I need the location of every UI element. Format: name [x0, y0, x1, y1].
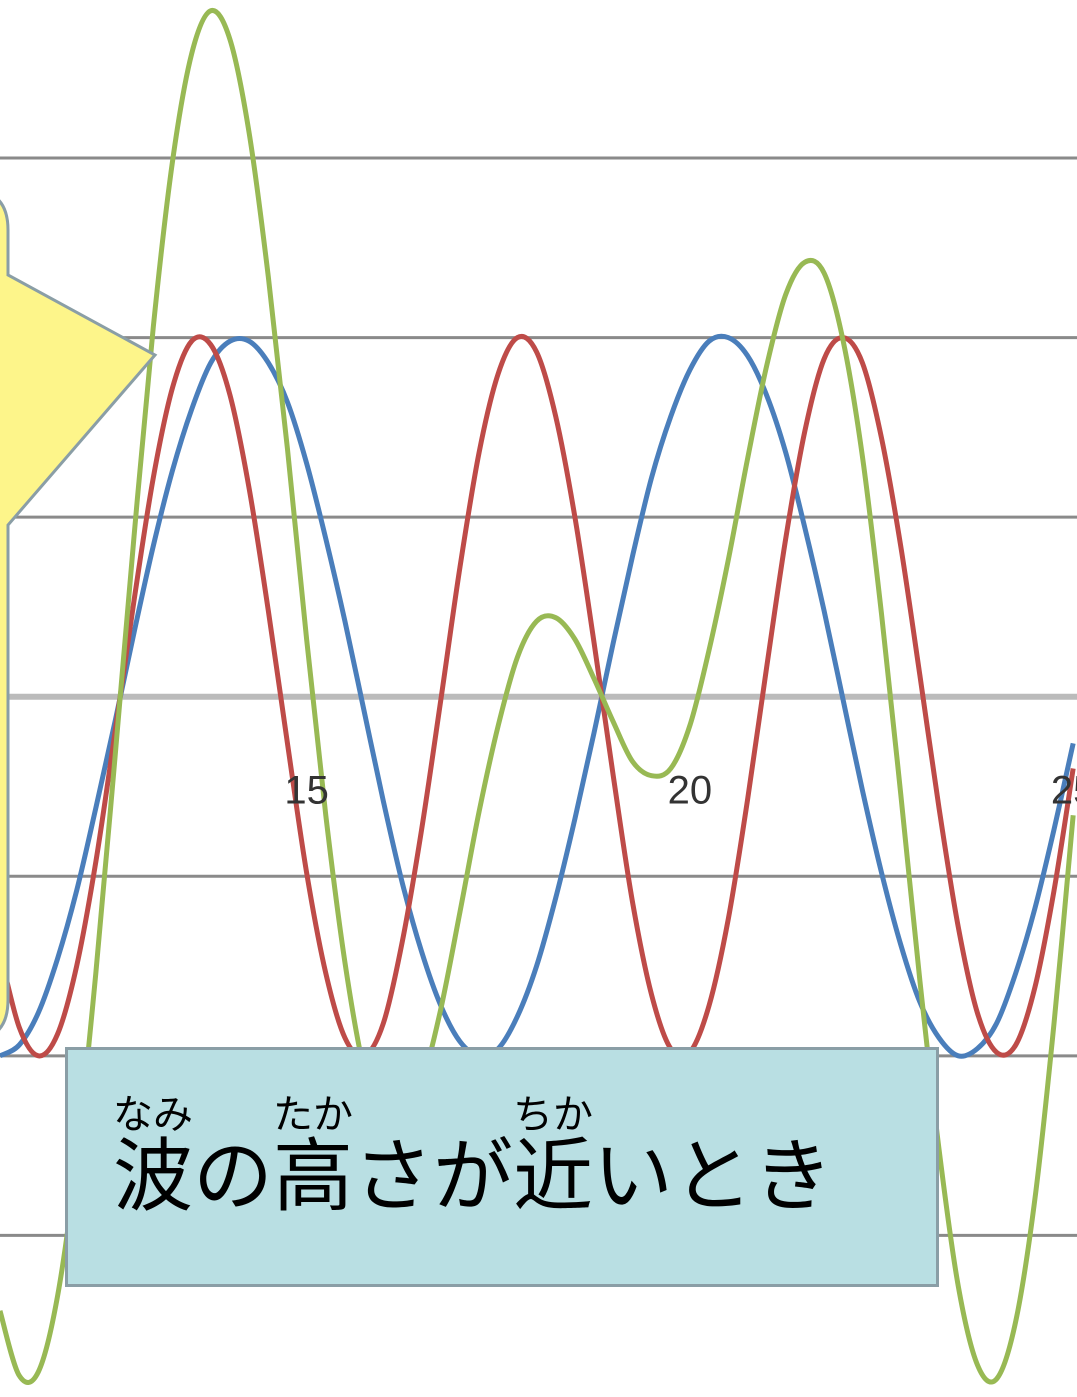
- annotation-chars: さが: [353, 1130, 513, 1223]
- annotation-chars: いとき: [593, 1130, 833, 1223]
- x-tick-label: 25: [1051, 768, 1077, 812]
- series-line: [0, 333, 1076, 1060]
- annotation-box: 波なみの高たかさが近ちかいとき: [65, 1047, 939, 1287]
- ruby-group: 波なみ: [113, 1092, 193, 1223]
- x-tick-label: 20: [668, 768, 713, 812]
- series-line: [0, 333, 1076, 1059]
- annotation-char: 波: [113, 1130, 193, 1223]
- ruby-reading: ちか: [513, 1092, 593, 1138]
- annotation-chars: の: [193, 1130, 273, 1223]
- series-line: [0, 8, 1076, 1385]
- annotation-char: 近: [513, 1130, 593, 1223]
- callout-bubble: [0, 199, 158, 1031]
- annotation-char: 高: [273, 1130, 353, 1223]
- ruby-reading: たか: [273, 1092, 353, 1138]
- ruby-group: 高たか: [273, 1092, 353, 1223]
- ruby-reading: なみ: [113, 1092, 193, 1138]
- x-ticks: 15 20 25: [284, 768, 1077, 812]
- ruby-group: 近ちか: [513, 1092, 593, 1223]
- annotation-text: 波なみの高たかさが近ちかいとき: [113, 1092, 833, 1217]
- x-tick-label: 15: [284, 768, 329, 812]
- lines: [0, 8, 1076, 1385]
